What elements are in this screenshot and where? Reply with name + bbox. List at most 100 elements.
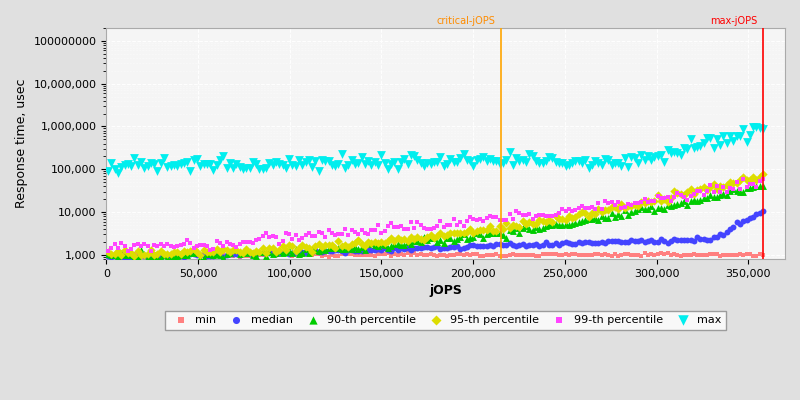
max [368,159,381,165]
max [312,168,325,174]
95-th percentile [382,238,394,244]
90-th percentile [394,241,407,248]
90-th percentile [187,249,200,256]
95-th percentile [405,234,418,240]
median [230,251,243,257]
median [338,250,351,256]
95-th percentile [698,184,710,190]
min [671,252,684,259]
99-th percentile [385,219,398,226]
99-th percentile [371,222,384,228]
max [559,162,572,169]
max [279,165,292,171]
median [681,237,694,244]
max [210,162,223,168]
90-th percentile [220,251,233,257]
min [256,252,269,258]
99-th percentile [648,197,661,204]
median [684,236,697,243]
95-th percentile [246,250,259,256]
median [194,252,206,258]
max [115,164,128,170]
90-th percentile [237,249,250,255]
99-th percentile [612,199,625,206]
90-th percentile [197,254,210,261]
max [349,161,362,167]
90-th percentile [408,238,421,244]
90-th percentile [635,204,648,210]
median [598,240,611,246]
95-th percentile [671,190,684,196]
95-th percentile [108,251,121,257]
median [480,243,493,250]
median [270,251,282,257]
99-th percentile [631,200,644,206]
median [625,237,638,244]
99-th percentile [279,230,292,236]
min [270,252,282,258]
95-th percentile [421,233,434,240]
max [494,161,506,167]
max [586,162,598,168]
min [151,251,164,257]
99-th percentile [730,179,743,186]
99-th percentile [665,197,678,204]
max [622,164,634,170]
90-th percentile [668,202,681,209]
min [654,250,667,256]
90-th percentile [131,254,144,260]
median [464,242,477,249]
min [539,251,552,257]
95-th percentile [701,187,714,194]
max [645,157,658,163]
median [131,253,144,260]
90-th percentile [253,249,266,255]
90-th percentile [642,206,654,212]
90-th percentile [530,224,542,230]
max [635,152,648,158]
min [194,252,206,258]
median [553,242,566,248]
min [142,252,154,258]
90-th percentile [698,195,710,201]
95-th percentile [385,235,398,242]
99-th percentile [550,212,562,218]
max [394,159,407,165]
95-th percentile [638,200,651,206]
95-th percentile [494,223,506,229]
max [273,161,286,168]
95-th percentile [273,246,286,253]
min [414,251,427,258]
99-th percentile [434,218,447,224]
max [698,140,710,146]
min [704,250,717,257]
90-th percentile [486,230,499,236]
min [642,252,654,258]
min [286,253,298,259]
max [651,153,664,159]
90-th percentile [154,255,167,261]
90-th percentile [181,251,194,258]
95-th percentile [684,186,697,193]
max [562,162,575,168]
99-th percentile [253,236,266,242]
max [430,159,443,165]
min [678,252,690,258]
99-th percentile [661,194,674,201]
95-th percentile [533,216,546,223]
95-th percentile [598,207,611,213]
99-th percentile [651,193,664,199]
median [701,237,714,243]
99-th percentile [546,213,558,219]
min [105,251,118,258]
min [592,251,605,258]
min [355,252,368,259]
max [128,154,141,161]
median [592,240,605,247]
median [190,252,203,258]
95-th percentile [253,248,266,255]
min [122,252,134,258]
99-th percentile [684,192,697,199]
max [671,150,684,156]
90-th percentile [358,247,371,254]
